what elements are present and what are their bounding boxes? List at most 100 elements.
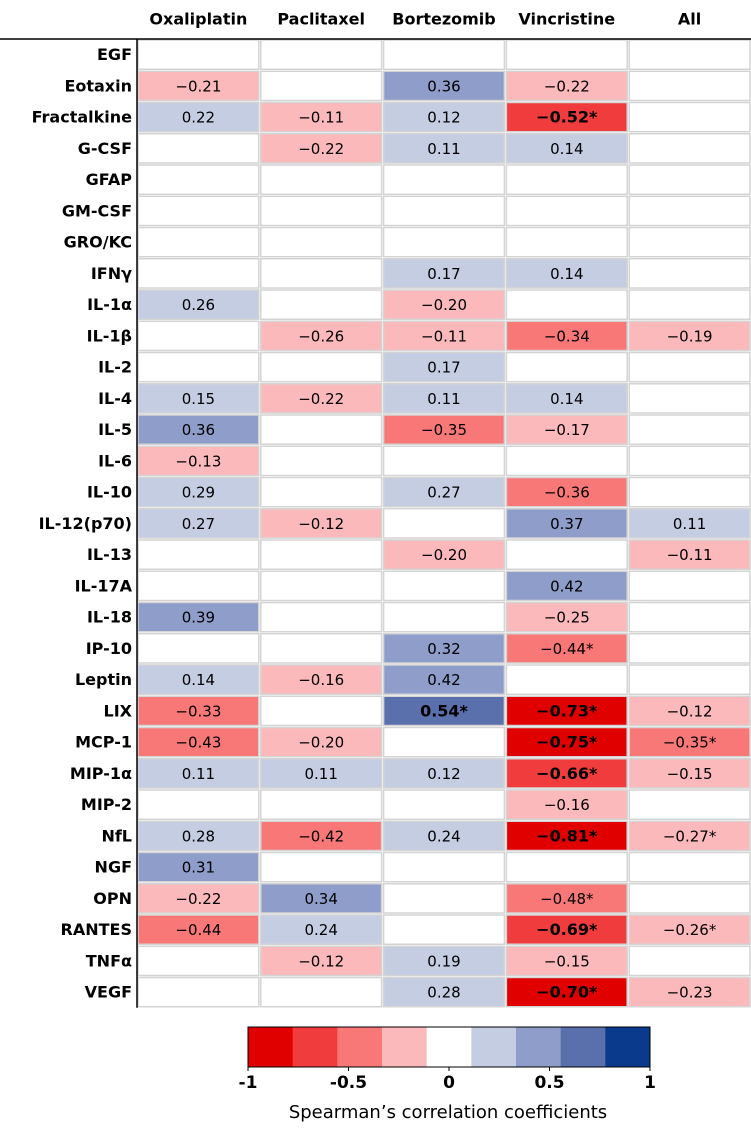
row-label: Leptin — [75, 670, 132, 689]
cell — [628, 976, 751, 1008]
empty-cell — [260, 976, 383, 1008]
empty-cell — [382, 445, 506, 477]
empty-cell — [260, 351, 383, 383]
empty-cell — [137, 789, 260, 820]
row-label: NfL — [101, 826, 132, 845]
row-label: RANTES — [61, 920, 132, 939]
cell — [260, 508, 383, 539]
cell-value: −0.16 — [544, 796, 590, 814]
empty-cell — [505, 289, 628, 320]
empty-cell — [628, 39, 751, 70]
cell-value: 0.14 — [550, 265, 583, 283]
cell — [505, 976, 628, 1008]
cell — [260, 664, 383, 695]
cell — [628, 820, 751, 852]
cell — [382, 289, 506, 320]
cell-value: −0.20 — [421, 296, 467, 314]
cell-value: −0.15 — [544, 952, 590, 970]
cell — [137, 383, 260, 414]
row-label: Fractalkine — [32, 108, 133, 127]
cell — [505, 695, 628, 727]
cell-value: 0.11 — [304, 765, 337, 783]
cell — [137, 883, 260, 914]
empty-cell — [505, 39, 628, 70]
empty-cell — [260, 226, 383, 258]
cell-value: −0.44* — [540, 640, 594, 658]
column-header: Paclitaxel — [277, 10, 365, 29]
cell — [382, 351, 506, 383]
row-label: LIX — [104, 701, 133, 720]
empty-cell — [382, 226, 506, 258]
cell-value: 0.34 — [304, 890, 337, 908]
colorbar-segment — [560, 1027, 606, 1067]
cell-value: −0.23 — [667, 984, 713, 1002]
empty-cell — [628, 226, 751, 258]
empty-cell — [382, 883, 506, 914]
colorbar-segment — [471, 1027, 517, 1067]
empty-cell — [628, 601, 751, 633]
colorbar-segment — [248, 1027, 294, 1067]
row-label: IFNγ — [91, 264, 132, 283]
empty-cell — [260, 601, 383, 633]
cell — [382, 820, 506, 852]
cell-value: −0.22 — [544, 77, 590, 95]
cell — [505, 601, 628, 633]
column-header: All — [678, 10, 701, 29]
empty-cell — [628, 445, 751, 477]
cell — [628, 758, 751, 789]
cell-value: −0.20 — [421, 546, 467, 564]
empty-cell — [260, 476, 383, 508]
empty-cell — [628, 289, 751, 320]
cell-value: −0.11 — [667, 546, 713, 564]
cell-value: −0.22 — [175, 890, 221, 908]
cell-value: 0.37 — [550, 515, 583, 533]
cell-value: 0.24 — [304, 921, 337, 939]
empty-cell — [382, 570, 506, 602]
cell — [137, 914, 260, 945]
empty-cell — [382, 914, 506, 945]
cell-value: −0.44 — [175, 921, 221, 939]
colorbar-tick-label: 0.5 — [534, 1073, 564, 1093]
cell — [137, 820, 260, 852]
cell — [137, 851, 260, 883]
empty-cell — [260, 258, 383, 289]
cell — [505, 383, 628, 414]
colorbar-segment — [516, 1027, 562, 1067]
cell-value: 0.14 — [550, 140, 583, 158]
cell-value: −0.26 — [298, 327, 344, 345]
empty-cell — [260, 633, 383, 664]
cell — [505, 945, 628, 977]
cell-value: −0.11 — [298, 109, 344, 127]
empty-cell — [628, 476, 751, 508]
cell-value: −0.22 — [298, 390, 344, 408]
empty-cell — [260, 789, 383, 820]
cell — [260, 726, 383, 758]
colorbar-tick-label: -0.5 — [330, 1073, 367, 1093]
empty-cell — [260, 39, 383, 70]
cell-value: 0.24 — [427, 827, 460, 845]
cell-value: 0.28 — [182, 827, 215, 845]
cell — [382, 70, 506, 102]
cell — [260, 883, 383, 914]
cell — [628, 914, 751, 945]
cell-value: 0.28 — [427, 984, 460, 1002]
cell-value: 0.14 — [550, 390, 583, 408]
empty-cell — [382, 726, 506, 758]
cell-value: −0.25 — [544, 609, 590, 627]
cell-value: −0.48* — [540, 890, 594, 908]
cell-value: −0.73* — [536, 701, 598, 720]
cell-value: 0.12 — [427, 109, 460, 127]
cell-value: −0.52* — [536, 108, 598, 127]
empty-cell — [505, 226, 628, 258]
cell-value: 0.31 — [182, 859, 215, 877]
cell-value: 0.15 — [182, 390, 215, 408]
cell-value: −0.36 — [544, 484, 590, 502]
cell-value: 0.11 — [427, 390, 460, 408]
row-label: GRO/KC — [64, 233, 132, 252]
empty-cell — [382, 164, 506, 195]
empty-cell — [260, 195, 383, 227]
cell-value: 0.12 — [427, 765, 460, 783]
row-label: MIP-1α — [70, 764, 132, 783]
empty-cell — [505, 445, 628, 477]
empty-cell — [137, 258, 260, 289]
